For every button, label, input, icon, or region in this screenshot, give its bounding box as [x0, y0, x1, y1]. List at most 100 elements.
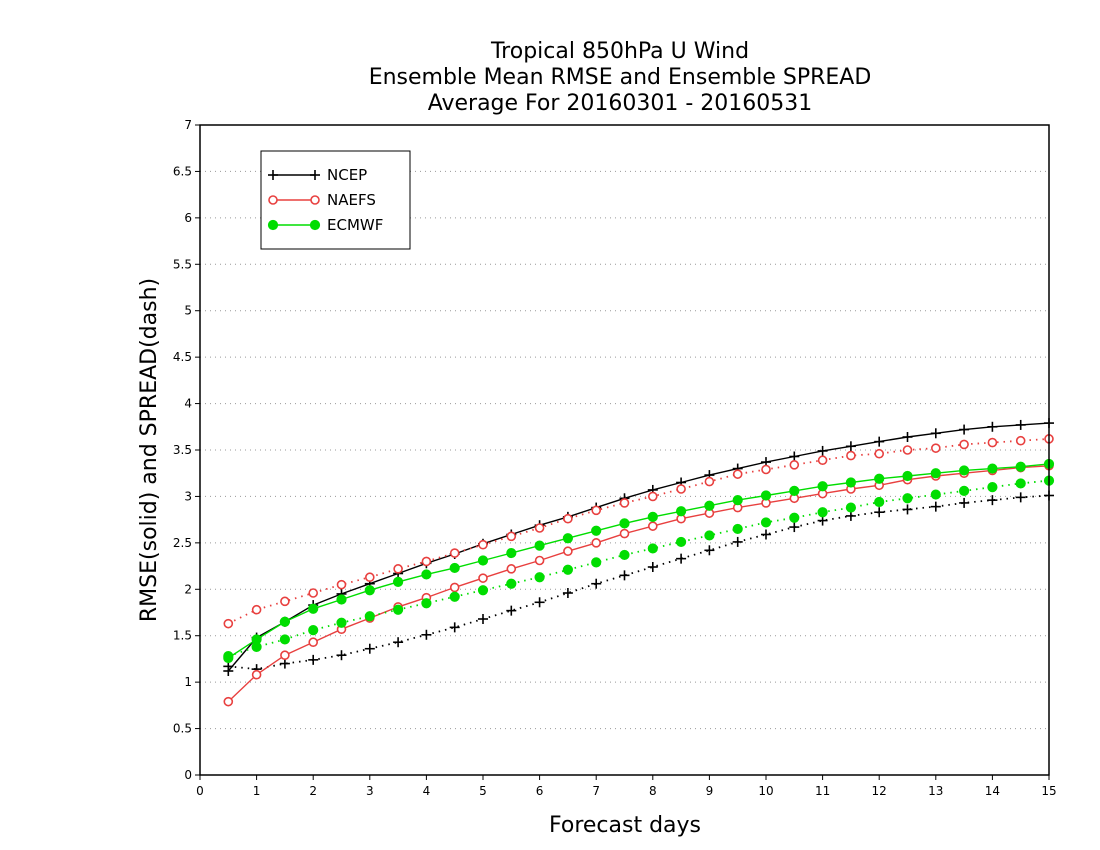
ecmwf-spread-point — [223, 651, 234, 662]
x-tick-label: 15 — [1041, 784, 1056, 798]
naefs-spread-point — [421, 556, 432, 567]
ncep-spread-point — [591, 578, 602, 589]
y-tick-label: 3 — [184, 489, 192, 503]
ecmwf-spread-point — [619, 549, 630, 561]
ecmwf-spread-series — [223, 475, 1055, 662]
naefs-spread-line — [227, 438, 1050, 625]
ecmwf-spread-line — [228, 479, 1050, 657]
x-tick-label: 11 — [815, 784, 830, 798]
ecmwf-spread-point — [817, 507, 828, 518]
y-tick-label: 3.5 — [173, 443, 192, 457]
ncep-spread-point — [1015, 492, 1026, 503]
ncep-spread-point — [959, 497, 970, 508]
legend-item-ncep: NCEP — [268, 166, 367, 184]
ncep-spread-point — [761, 529, 771, 540]
naefs-spread-point — [364, 572, 375, 583]
ecmwf-rmse-point — [845, 477, 857, 488]
naefs-rmse-series — [223, 460, 1054, 707]
y-tick-label: 4.5 — [173, 350, 192, 364]
ecmwf-rmse-point — [930, 468, 941, 479]
naefs-spread-point — [930, 443, 941, 453]
ncep-rmse-series — [223, 418, 1054, 676]
x-tick-label: 14 — [985, 784, 1000, 798]
y-tick-label: 2 — [184, 582, 192, 596]
ecmwf-spread-point — [760, 517, 772, 528]
ncep-spread-point — [393, 637, 404, 648]
ecmwf-spread-point — [534, 572, 545, 583]
x-tick-label: 9 — [706, 784, 714, 798]
naefs-rmse-point — [280, 650, 290, 661]
naefs-rmse-point — [563, 546, 573, 557]
naefs-rmse-point — [478, 573, 488, 583]
ncep-spread-point — [619, 570, 630, 581]
naefs-spread-point — [251, 604, 262, 615]
ecmwf-spread-point — [789, 512, 800, 523]
ecmwf-spread-point — [591, 557, 602, 568]
y-tick-label: 1 — [184, 675, 192, 689]
ncep-spread-point — [647, 562, 658, 572]
legend-item-ecmwf: ECMWF — [267, 216, 383, 234]
naefs-spread-point — [336, 579, 347, 590]
ecmwf-rmse-point — [987, 463, 998, 474]
naefs-rmse-point — [534, 555, 545, 566]
ecmwf-spread-point — [421, 598, 432, 609]
x-tick-label: 4 — [423, 784, 431, 798]
naefs-spread-point — [817, 455, 828, 466]
ecmwf-rmse-point — [506, 547, 517, 559]
ncep-spread-point — [732, 536, 743, 547]
naefs-rmse-point — [223, 696, 234, 707]
ecmwf-spread-point — [393, 604, 404, 615]
ncep-rmse-point — [1015, 419, 1026, 430]
y-tick-label: 6.5 — [173, 164, 192, 178]
ecmwf-rmse-point — [704, 500, 715, 511]
ecmwf-rmse-series — [223, 458, 1055, 664]
legend-item-naefs: NAEFS — [268, 191, 376, 209]
plot-series — [223, 418, 1055, 707]
legend-marker — [310, 170, 320, 180]
x-tick-label: 8 — [649, 784, 657, 798]
chart-title-line-1: Tropical 850hPa U Wind — [490, 39, 749, 64]
ecmwf-rmse-point — [591, 525, 602, 536]
y-tick-label: 0.5 — [173, 722, 192, 736]
ncep-spread-point — [704, 545, 715, 556]
y-tick-label: 1.5 — [173, 629, 192, 643]
ncep-spread-point — [562, 588, 573, 598]
x-tick-label: 0 — [196, 784, 204, 798]
naefs-spread-point — [393, 564, 403, 574]
x-tick-label: 5 — [479, 784, 487, 798]
naefs-spread-point — [676, 484, 686, 494]
ecmwf-rmse-point — [760, 490, 772, 501]
ecmwf-spread-point — [308, 625, 319, 636]
grid-lines — [200, 170, 1049, 730]
ecmwf-rmse-point — [902, 470, 913, 482]
naefs-spread-series — [223, 434, 1054, 629]
ecmwf-spread-point — [364, 611, 375, 622]
ecmwf-rmse-point — [336, 594, 347, 605]
naefs-spread-point — [647, 491, 658, 502]
y-tick-label: 4 — [184, 397, 192, 411]
legend-label: NAEFS — [327, 191, 376, 209]
x-axis-label: Forecast days — [549, 813, 701, 838]
ecmwf-rmse-point — [477, 555, 489, 566]
ecmwf-spread-point — [506, 578, 517, 589]
ecmwf-rmse-point — [817, 481, 828, 492]
y-tick-label: 5 — [184, 304, 192, 318]
naefs-rmse-point — [647, 521, 658, 531]
ncep-spread-line — [228, 494, 1050, 671]
legend-marker — [310, 195, 320, 205]
ncep-spread-point — [478, 614, 488, 624]
ncep-spread-point — [336, 650, 347, 661]
ecmwf-spread-point — [449, 591, 460, 602]
y-axis-label: RMSE(solid) and SPREAD(dash) — [137, 278, 162, 622]
naefs-spread-point — [732, 469, 743, 479]
ecmwf-spread-point — [336, 617, 347, 628]
x-tick-label: 2 — [309, 784, 317, 798]
naefs-spread-point — [223, 618, 234, 629]
ncep-spread-point — [308, 654, 319, 665]
legend-marker — [268, 195, 278, 205]
ecmwf-rmse-point — [959, 465, 970, 476]
x-tick-label: 1 — [253, 784, 261, 798]
ncep-rmse-point — [987, 421, 998, 432]
ncep-rmse-point — [874, 436, 885, 447]
ncep-rmse-point — [902, 432, 913, 442]
